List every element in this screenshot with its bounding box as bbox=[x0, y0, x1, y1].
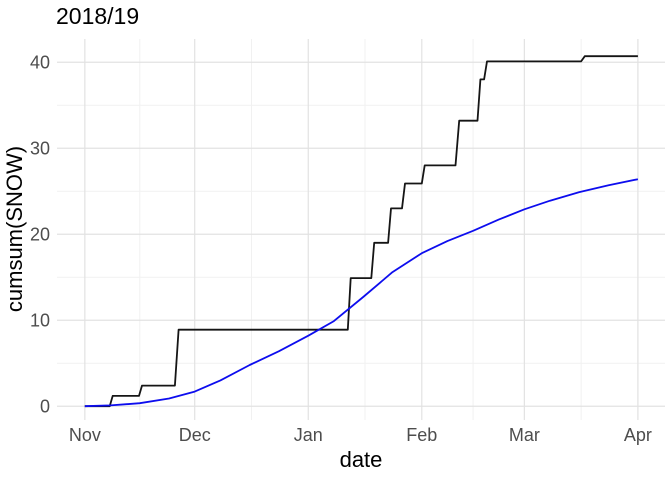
x-tick-label: Mar bbox=[509, 425, 540, 445]
x-tick-label: Dec bbox=[179, 425, 211, 445]
season-2018-19-cumulative-snow-line bbox=[84, 55, 638, 408]
x-tick-label: Jan bbox=[294, 425, 323, 445]
y-tick-label: 30 bbox=[30, 139, 50, 159]
y-tick-label: 10 bbox=[30, 311, 50, 331]
y-tick-label: 0 bbox=[40, 397, 50, 417]
x-tick-label: Nov bbox=[69, 425, 101, 445]
y-tick-label: 40 bbox=[30, 53, 50, 73]
chart-title: 2018/19 bbox=[56, 3, 140, 29]
y-tick-label: 20 bbox=[30, 225, 50, 245]
average-cumulative-snow-line bbox=[84, 178, 639, 408]
x-axis-title: date bbox=[339, 447, 383, 472]
x-tick-label: Apr bbox=[624, 425, 652, 445]
x-tick-label: Feb bbox=[406, 425, 437, 445]
